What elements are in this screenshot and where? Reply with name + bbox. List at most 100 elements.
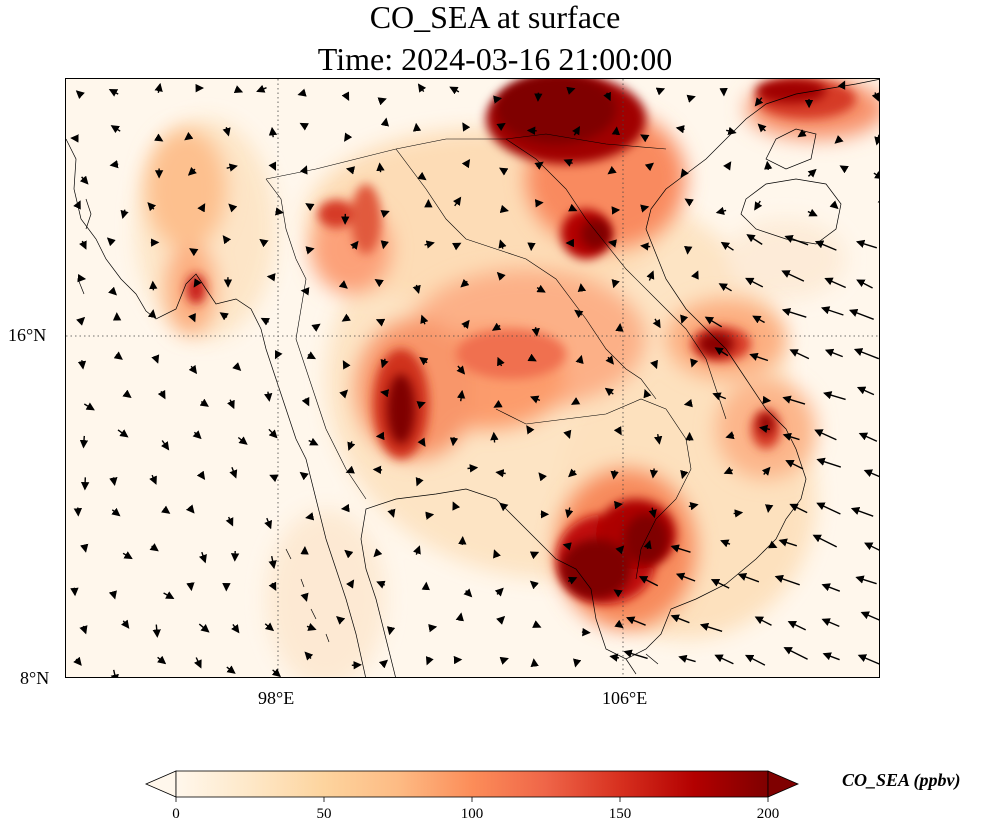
wind-arrow [120, 619, 130, 629]
wind-arrow [339, 389, 349, 399]
wind-arrow [225, 516, 234, 527]
wind-arrow [229, 466, 238, 479]
wind-arrow [720, 539, 731, 548]
wind-arrow [228, 203, 238, 213]
wind-arrow [568, 203, 578, 212]
wind-arrow [570, 397, 581, 405]
wind-arrow [850, 507, 874, 517]
wind-arrow [581, 627, 591, 637]
wind-arrow [461, 158, 471, 169]
wind-arrow [873, 171, 879, 180]
wind-arrow [855, 239, 878, 249]
wind-arrow [268, 126, 278, 138]
wind-arrow [605, 355, 614, 365]
wind-arrow [822, 652, 840, 661]
wind-arrow [108, 89, 119, 97]
wind-arrow [684, 198, 694, 207]
wind-arrow [269, 474, 279, 483]
wind-arrow [493, 399, 503, 408]
wind-arrow [375, 318, 386, 327]
wind-arrow [412, 545, 421, 555]
wind-arrow [300, 592, 309, 602]
wind-arrow [778, 538, 798, 547]
wind-arrow [764, 160, 773, 170]
wind-arrow [643, 540, 652, 550]
wind-arrow [789, 503, 808, 514]
wind-arrow [79, 240, 87, 250]
wind-arrow [149, 543, 159, 552]
wind-arrow [420, 314, 429, 325]
wind-arrow [814, 240, 837, 251]
wind-vectors [70, 80, 879, 677]
wind-arrow [531, 327, 540, 337]
wind-arrow [271, 668, 281, 677]
wind-arrow [108, 286, 118, 296]
wind-arrow [782, 432, 800, 441]
wind-arrow [725, 431, 735, 440]
wind-arrow [73, 507, 83, 517]
wind-arrow [863, 469, 879, 478]
wind-arrow [73, 200, 81, 210]
wind-arrow [161, 505, 171, 514]
wind-arrow [83, 402, 95, 411]
wind-arrow [530, 658, 539, 668]
wind-arrow [562, 542, 572, 551]
wind-arrow [77, 273, 87, 283]
wind-arrow [607, 239, 617, 248]
lon-label-106E: 106°E [602, 688, 648, 708]
wind-arrow [754, 616, 772, 626]
wind-arrow [493, 95, 503, 104]
wind-arrow [157, 655, 167, 665]
wind-arrow [274, 207, 284, 216]
wind-arrow [387, 508, 396, 518]
wind-arrow [467, 464, 479, 473]
colorbar-gradient [175, 770, 769, 798]
wind-arrow [344, 549, 354, 559]
wind-arrow [816, 502, 841, 515]
wind-arrow [386, 626, 396, 636]
wind-arrow [529, 551, 540, 560]
map-panel [65, 78, 880, 678]
wind-arrow [855, 575, 877, 585]
wind-arrow [575, 354, 584, 365]
wind-arrow [344, 132, 353, 142]
wind-arrow [860, 611, 879, 621]
wind-arrow [237, 436, 248, 445]
wind-arrow [643, 388, 652, 399]
wind-arrow [412, 122, 422, 132]
wind-arrow [109, 476, 118, 486]
wind-arrow [227, 399, 235, 410]
wind-arrow [670, 544, 691, 553]
wind-arrow [655, 87, 666, 96]
map-title-line2: Time: 2024-03-16 21:00:00 [317, 41, 673, 77]
wind-arrow [305, 203, 315, 212]
wind-arrow [611, 279, 620, 289]
wind-arrow [874, 134, 879, 146]
wind-arrow [226, 665, 236, 674]
wind-arrow [623, 649, 648, 660]
wind-arrow [456, 389, 466, 402]
wind-arrow [73, 656, 82, 666]
wind-arrow [718, 283, 732, 292]
wind-arrow [462, 122, 471, 132]
wind-arrow [256, 84, 267, 93]
wind-arrow [188, 364, 198, 375]
wind-arrow [529, 395, 541, 404]
colorbar-label: CO_SEA (ppbv) [842, 770, 961, 790]
wind-arrow [160, 440, 170, 451]
wind-arrow [342, 360, 351, 370]
wind-arrow [574, 309, 584, 319]
wind-arrow [193, 278, 202, 288]
map-canvas [66, 79, 879, 677]
wind-arrow [198, 623, 210, 633]
wind-arrow [626, 616, 646, 626]
wind-arrow [609, 653, 620, 662]
wind-arrow [380, 240, 389, 250]
wind-arrow [192, 430, 202, 440]
wind-arrow [744, 654, 766, 666]
wind-arrow [565, 507, 574, 519]
wind-arrow [837, 80, 846, 90]
wind-arrow [113, 351, 123, 360]
wind-arrow [648, 507, 657, 519]
wind-arrow [857, 654, 879, 665]
